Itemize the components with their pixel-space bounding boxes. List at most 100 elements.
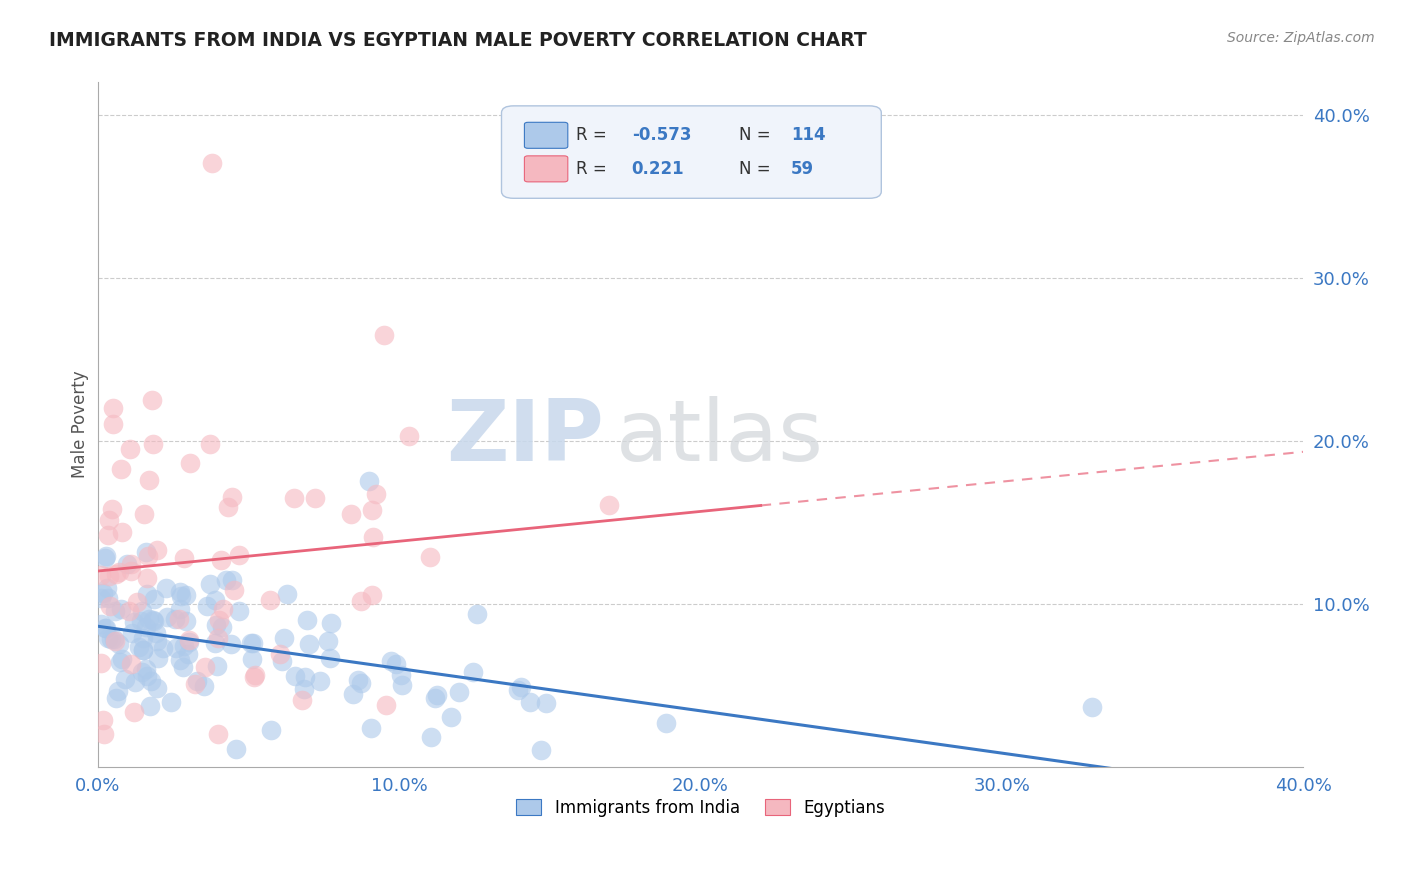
Point — [321, 615, 343, 630]
Point — [93, 727, 115, 741]
Point — [120, 557, 142, 571]
Point — [228, 604, 250, 618]
Point — [90, 591, 112, 606]
Point — [145, 626, 167, 640]
Point — [91, 713, 114, 727]
Point — [364, 486, 387, 500]
Point — [155, 609, 177, 624]
Point — [201, 156, 224, 170]
Text: R =: R = — [576, 160, 607, 178]
Point — [426, 689, 449, 703]
Point — [132, 631, 155, 645]
Text: 114: 114 — [790, 127, 825, 145]
Point — [152, 641, 174, 656]
Point — [103, 632, 125, 647]
Point — [292, 681, 315, 696]
Point — [207, 631, 229, 645]
Text: N =: N = — [740, 160, 770, 178]
Point — [107, 683, 129, 698]
Point — [120, 442, 142, 457]
Point — [110, 602, 132, 616]
Point — [239, 636, 262, 650]
Point — [363, 529, 385, 543]
Point — [342, 687, 364, 701]
Point — [111, 651, 134, 665]
Point — [174, 614, 197, 628]
Point — [276, 587, 298, 601]
Point — [169, 585, 191, 599]
Text: 59: 59 — [790, 160, 814, 178]
Point — [211, 619, 233, 633]
Point — [385, 657, 408, 671]
Point — [110, 462, 132, 476]
Point — [136, 549, 159, 563]
Point — [510, 681, 533, 695]
Point — [215, 573, 238, 587]
Point — [298, 637, 321, 651]
Point — [97, 528, 120, 542]
Point — [98, 568, 121, 582]
Point — [97, 591, 120, 605]
Point — [506, 683, 529, 698]
Point — [120, 657, 142, 672]
Point — [114, 673, 136, 687]
Point — [115, 558, 138, 572]
Text: 0.221: 0.221 — [631, 160, 685, 178]
Point — [101, 501, 124, 516]
Point — [319, 650, 342, 665]
Point — [425, 691, 447, 706]
Point — [146, 633, 169, 648]
Point — [360, 588, 382, 602]
Point — [104, 634, 127, 648]
Point — [173, 551, 195, 566]
Point — [391, 668, 413, 682]
Point — [221, 490, 243, 504]
Point — [598, 498, 620, 512]
Point — [449, 685, 471, 699]
Point — [143, 615, 166, 629]
Point — [221, 637, 243, 651]
Point — [108, 566, 131, 580]
Point — [94, 621, 117, 635]
Point — [380, 654, 402, 668]
Text: IMMIGRANTS FROM INDIA VS EGYPTIAN MALE POVERTY CORRELATION CHART: IMMIGRANTS FROM INDIA VS EGYPTIAN MALE P… — [49, 31, 868, 50]
Point — [221, 573, 243, 587]
Point — [308, 673, 330, 688]
Point — [534, 697, 557, 711]
Point — [177, 647, 200, 661]
Point — [104, 604, 127, 618]
Point — [270, 654, 292, 668]
Point — [165, 640, 187, 655]
Point — [155, 581, 177, 595]
Point — [211, 602, 233, 616]
Point — [176, 588, 198, 602]
Point — [138, 473, 160, 487]
Point — [96, 549, 118, 563]
Point — [655, 715, 678, 730]
Point — [205, 659, 228, 673]
Point — [184, 676, 207, 690]
Point — [96, 631, 118, 645]
Text: N =: N = — [740, 127, 770, 145]
Point — [291, 692, 314, 706]
Point — [461, 665, 484, 680]
Point — [139, 673, 162, 688]
Point — [198, 436, 221, 450]
Point — [104, 690, 127, 705]
Point — [124, 674, 146, 689]
Point — [100, 632, 122, 646]
Point — [98, 512, 121, 526]
Point — [135, 662, 157, 676]
Point — [207, 613, 229, 627]
Point — [304, 491, 326, 506]
Point — [259, 592, 281, 607]
Point — [273, 632, 295, 646]
Point — [205, 618, 228, 632]
Point — [122, 705, 145, 719]
Point — [519, 695, 541, 709]
Point — [440, 709, 463, 723]
Point — [96, 582, 118, 596]
Point — [132, 643, 155, 657]
Point — [90, 616, 112, 631]
Point — [398, 429, 420, 443]
